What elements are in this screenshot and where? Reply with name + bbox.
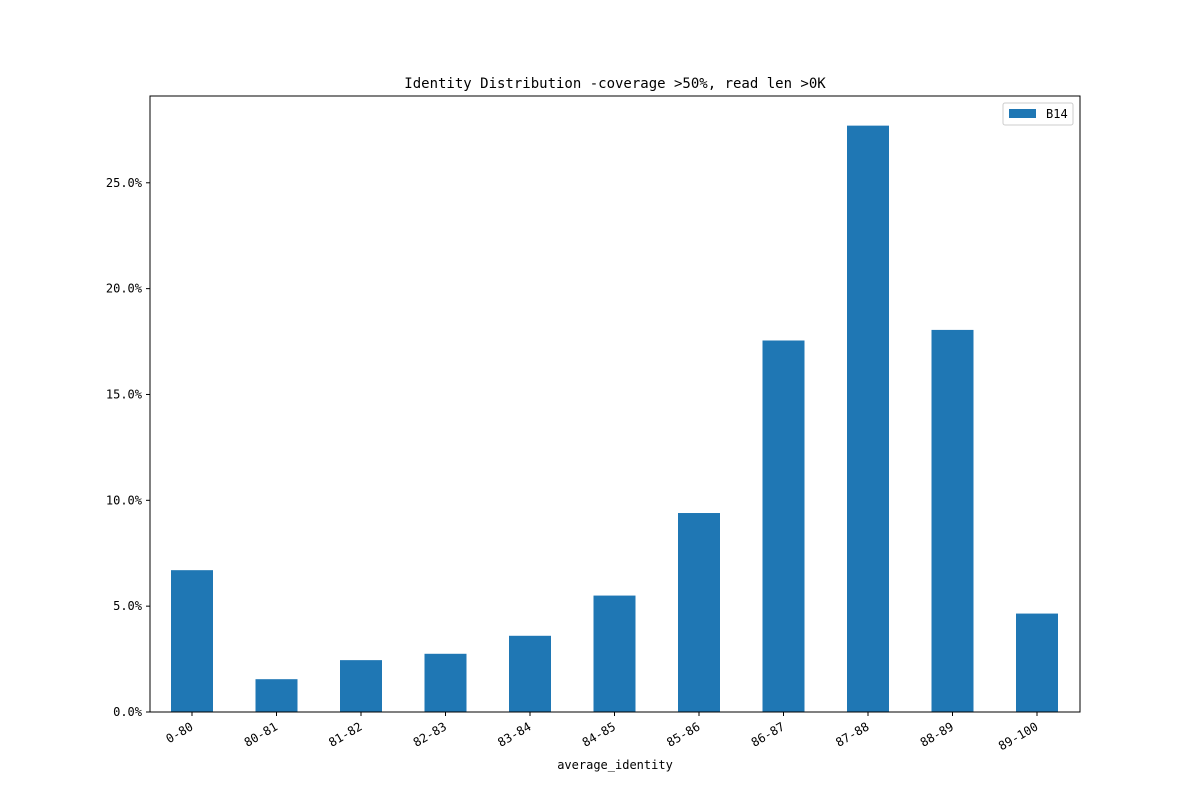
x-tick-label: 84-85 (580, 719, 618, 749)
y-axis: 0.0% 5.0% 10.0% 15.0% 20.0% 25.0% (106, 176, 150, 719)
legend-frame (1002, 102, 1074, 126)
x-tick-label: 83-84 (495, 719, 533, 749)
x-tick-label: 80-81 (242, 719, 280, 749)
x-tick-label: 81-82 (326, 719, 364, 749)
bar-81-82 (340, 660, 382, 712)
x-tick-label: 86-87 (749, 719, 787, 749)
y-tick-label: 25.0% (106, 176, 143, 190)
y-tick-label: 5.0% (113, 599, 143, 613)
chart-title: Identity Distribution -coverage >50%, re… (404, 76, 826, 92)
x-tick-label: 85-86 (664, 719, 702, 749)
y-tick-label: 10.0% (106, 493, 143, 507)
x-tick-label: 87-88 (833, 719, 871, 749)
bar-87-88 (847, 125, 889, 712)
x-tick-label: 0-80 (163, 719, 195, 746)
bar-82-83 (424, 653, 467, 712)
bar-88-89 (931, 329, 974, 712)
y-tick-label: 0.0% (113, 705, 143, 719)
bar-84-85 (593, 595, 636, 712)
x-axis-label: average_identity (557, 758, 673, 772)
bar-85-86 (678, 513, 720, 712)
plot-frame (149, 95, 1081, 713)
legend: B14 (1002, 102, 1074, 126)
x-tick-label: 88-89 (918, 719, 956, 749)
x-tick-label: 89-100 (996, 719, 1041, 753)
legend-swatch (1009, 109, 1036, 118)
x-axis: 0-80 80-81 81-82 82-83 83-84 84-85 85-86 86-87 8… (163, 712, 1041, 753)
bar-83-84 (509, 635, 551, 712)
y-tick-label: 20.0% (106, 282, 143, 296)
bars-group (171, 125, 1058, 712)
bar-80-81 (255, 679, 298, 712)
y-tick-label: 15.0% (106, 387, 143, 401)
bar-0-80 (171, 570, 213, 712)
legend-label: B14 (1046, 107, 1068, 121)
x-tick-label: 82-83 (411, 719, 449, 749)
bar-86-87 (762, 340, 805, 712)
bar-89-100 (1016, 613, 1058, 712)
